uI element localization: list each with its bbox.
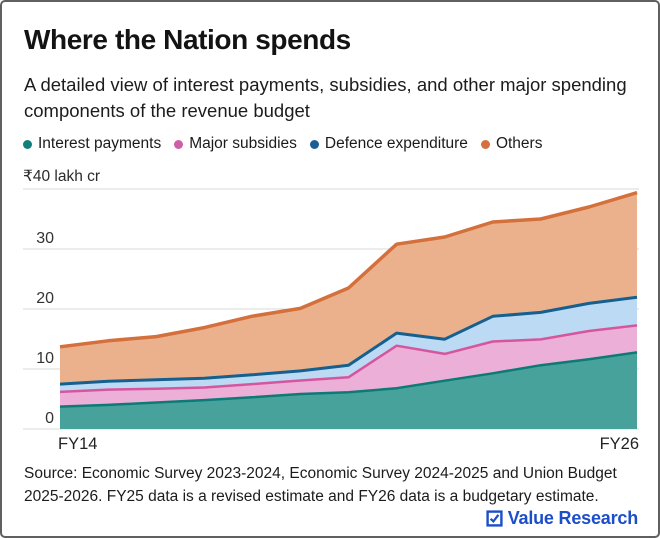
legend-label: Others bbox=[495, 135, 543, 152]
legend-dot-icon bbox=[309, 139, 319, 149]
area-interest-payments bbox=[60, 352, 637, 429]
line-defence-expenditure bbox=[59, 295, 638, 386]
line-interest-payments bbox=[59, 351, 638, 408]
y-tick-10: 10 bbox=[36, 350, 54, 367]
value-research-logo[interactable]: Value Research bbox=[486, 508, 638, 529]
y-tick-20: 20 bbox=[36, 290, 54, 307]
page-title: Where the Nation spends bbox=[24, 24, 351, 55]
source-note: Source: Economic Survey 2023-2024, Econo… bbox=[24, 465, 617, 505]
legend-item-defence-expenditure: Defence expenditure bbox=[309, 135, 468, 153]
legend-item-others: Others bbox=[480, 135, 543, 153]
legend-item-interest-payments: Interest payments bbox=[23, 135, 161, 153]
x-tick-fy26: FY26 bbox=[599, 435, 639, 453]
legend-item-major-subsidies: Major subsidies bbox=[174, 135, 297, 153]
legend: Interest payments Major subsidies Defenc… bbox=[23, 135, 542, 153]
line-major-subsidies bbox=[59, 324, 638, 394]
legend-label: Major subsidies bbox=[189, 135, 297, 152]
checkbox-check-icon bbox=[486, 510, 503, 527]
brand-name: Value Research bbox=[507, 508, 638, 528]
stacked-area-chart bbox=[23, 188, 639, 430]
y-tick-30: 30 bbox=[36, 230, 54, 247]
legend-dot-icon bbox=[174, 139, 184, 149]
legend-label: Defence expenditure bbox=[324, 135, 468, 152]
page-subtitle: A detailed view of interest payments, su… bbox=[24, 74, 627, 121]
chart-area: ₹40 lakh cr 30 20 10 0 FY14 FY26 bbox=[2, 160, 658, 460]
x-tick-fy14: FY14 bbox=[58, 435, 98, 453]
y-axis-unit-label: ₹40 lakh cr bbox=[23, 168, 101, 185]
line-others bbox=[59, 190, 638, 349]
legend-dot-icon bbox=[480, 139, 490, 149]
y-tick-0: 0 bbox=[45, 410, 54, 427]
legend-dot-icon bbox=[23, 139, 32, 149]
legend-label: Interest payments bbox=[38, 135, 162, 152]
